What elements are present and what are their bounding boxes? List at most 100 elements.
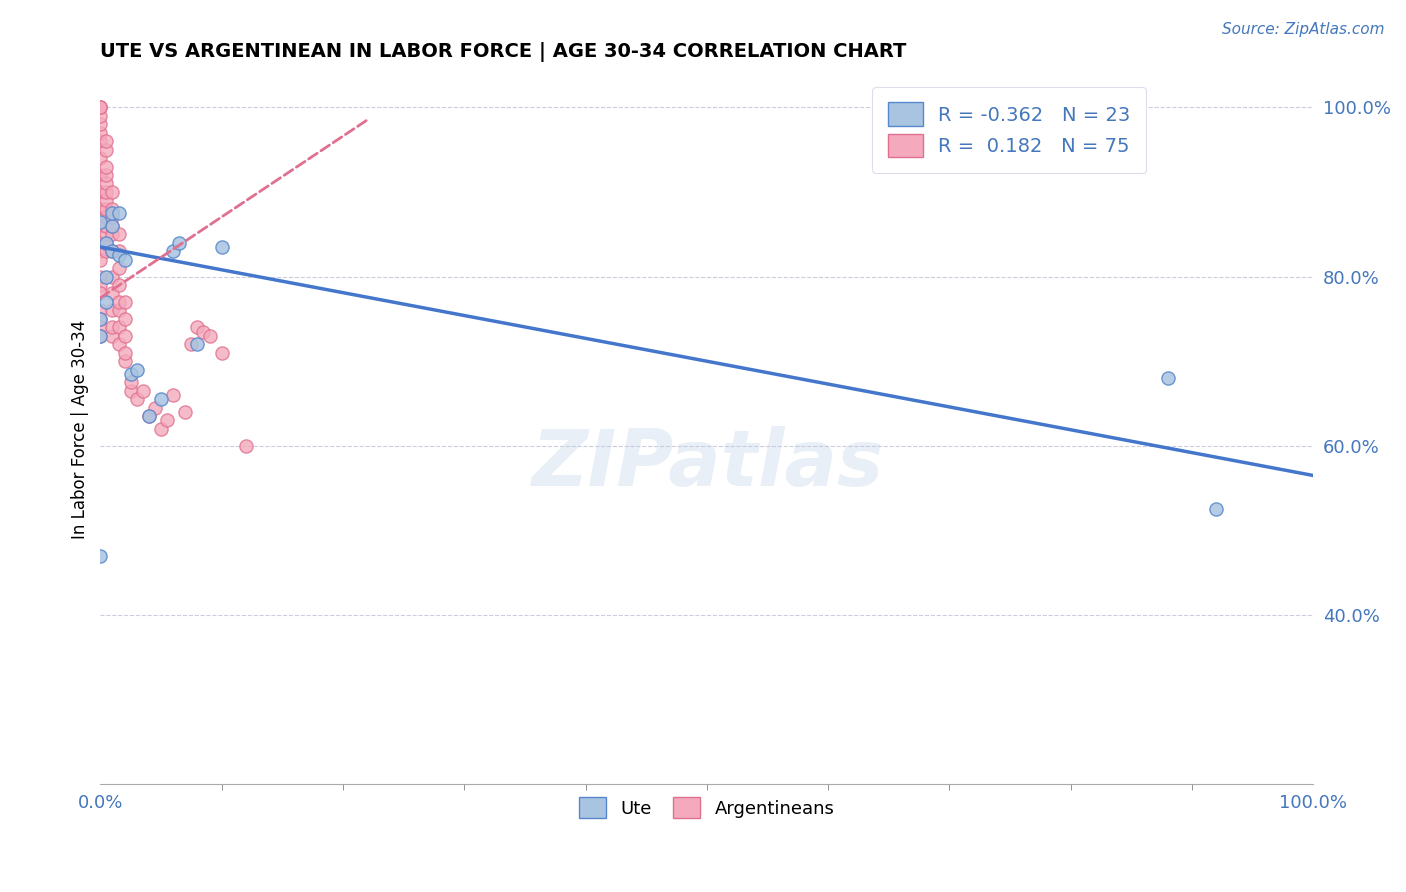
Point (107, 248, 129, 262)
Point (107, 303, 129, 318)
Point (96, 194, 118, 208)
Point (89, 235, 111, 250)
Point (211, 345, 233, 359)
Point (132, 384, 155, 398)
Point (89, 286, 111, 301)
Point (89, 100, 111, 114)
Point (89, 278, 111, 293)
Point (89, 219, 111, 233)
Point (101, 185, 124, 199)
Text: UTE VS ARGENTINEAN IN LABOR FORCE | AGE 30-34 CORRELATION CHART: UTE VS ARGENTINEAN IN LABOR FORCE | AGE … (100, 42, 907, 62)
Point (120, 376, 142, 390)
Point (96, 160, 118, 174)
Point (96, 295, 118, 310)
Point (1157, 371, 1180, 385)
Point (101, 219, 124, 233)
Point (156, 413, 179, 427)
Point (96, 168, 118, 182)
Point (101, 286, 124, 301)
Point (1205, 502, 1227, 516)
Point (120, 367, 142, 381)
Point (101, 328, 124, 343)
Point (96, 134, 118, 148)
Point (89, 269, 111, 284)
Point (101, 320, 124, 334)
Point (89, 252, 111, 267)
Text: ZIPatlas: ZIPatlas (530, 426, 883, 502)
Point (89, 100, 111, 114)
Point (96, 235, 118, 250)
Point (114, 345, 136, 359)
Point (198, 328, 221, 343)
Point (114, 312, 136, 326)
Point (101, 202, 124, 216)
Text: Source: ZipAtlas.com: Source: ZipAtlas.com (1222, 22, 1385, 37)
Point (138, 409, 160, 424)
Point (162, 244, 184, 259)
Point (174, 405, 197, 419)
Point (167, 235, 190, 250)
Point (101, 206, 124, 220)
Point (107, 206, 129, 220)
Point (89, 312, 111, 326)
Point (107, 320, 129, 334)
Point (143, 401, 166, 415)
Point (150, 392, 173, 407)
Point (89, 303, 111, 318)
Point (96, 211, 118, 225)
Point (101, 303, 124, 318)
Point (89, 202, 111, 216)
Point (89, 117, 111, 131)
Point (89, 328, 111, 343)
Point (89, 312, 111, 326)
Point (96, 177, 118, 191)
Point (89, 214, 111, 228)
Point (89, 549, 111, 563)
Point (211, 240, 233, 254)
Legend: Ute, Argentineans: Ute, Argentineans (572, 790, 842, 825)
Point (96, 244, 118, 259)
Point (96, 219, 118, 233)
Point (107, 295, 129, 310)
Point (180, 337, 202, 351)
Point (114, 328, 136, 343)
Point (89, 320, 111, 334)
Point (107, 244, 129, 259)
Point (114, 252, 136, 267)
Point (107, 261, 129, 276)
Y-axis label: In Labor Force | Age 30-34: In Labor Force | Age 30-34 (72, 319, 89, 539)
Point (120, 384, 142, 398)
Point (150, 422, 173, 436)
Point (89, 151, 111, 165)
Point (186, 320, 208, 334)
Point (107, 278, 129, 293)
Point (96, 235, 118, 250)
Point (235, 439, 257, 453)
Point (125, 392, 148, 407)
Point (96, 202, 118, 216)
Point (101, 269, 124, 284)
Point (89, 134, 111, 148)
Point (96, 185, 118, 199)
Point (101, 219, 124, 233)
Point (96, 143, 118, 157)
Point (89, 109, 111, 123)
Point (107, 227, 129, 242)
Point (101, 244, 124, 259)
Point (89, 100, 111, 114)
Point (89, 328, 111, 343)
Point (193, 325, 215, 339)
Point (107, 337, 129, 351)
Point (114, 295, 136, 310)
Point (186, 337, 208, 351)
Point (138, 409, 160, 424)
Point (89, 244, 111, 259)
Point (89, 126, 111, 140)
Point (89, 185, 111, 199)
Point (89, 168, 111, 182)
Point (96, 269, 118, 284)
Point (101, 244, 124, 259)
Point (96, 227, 118, 242)
Point (162, 388, 184, 402)
Point (114, 354, 136, 368)
